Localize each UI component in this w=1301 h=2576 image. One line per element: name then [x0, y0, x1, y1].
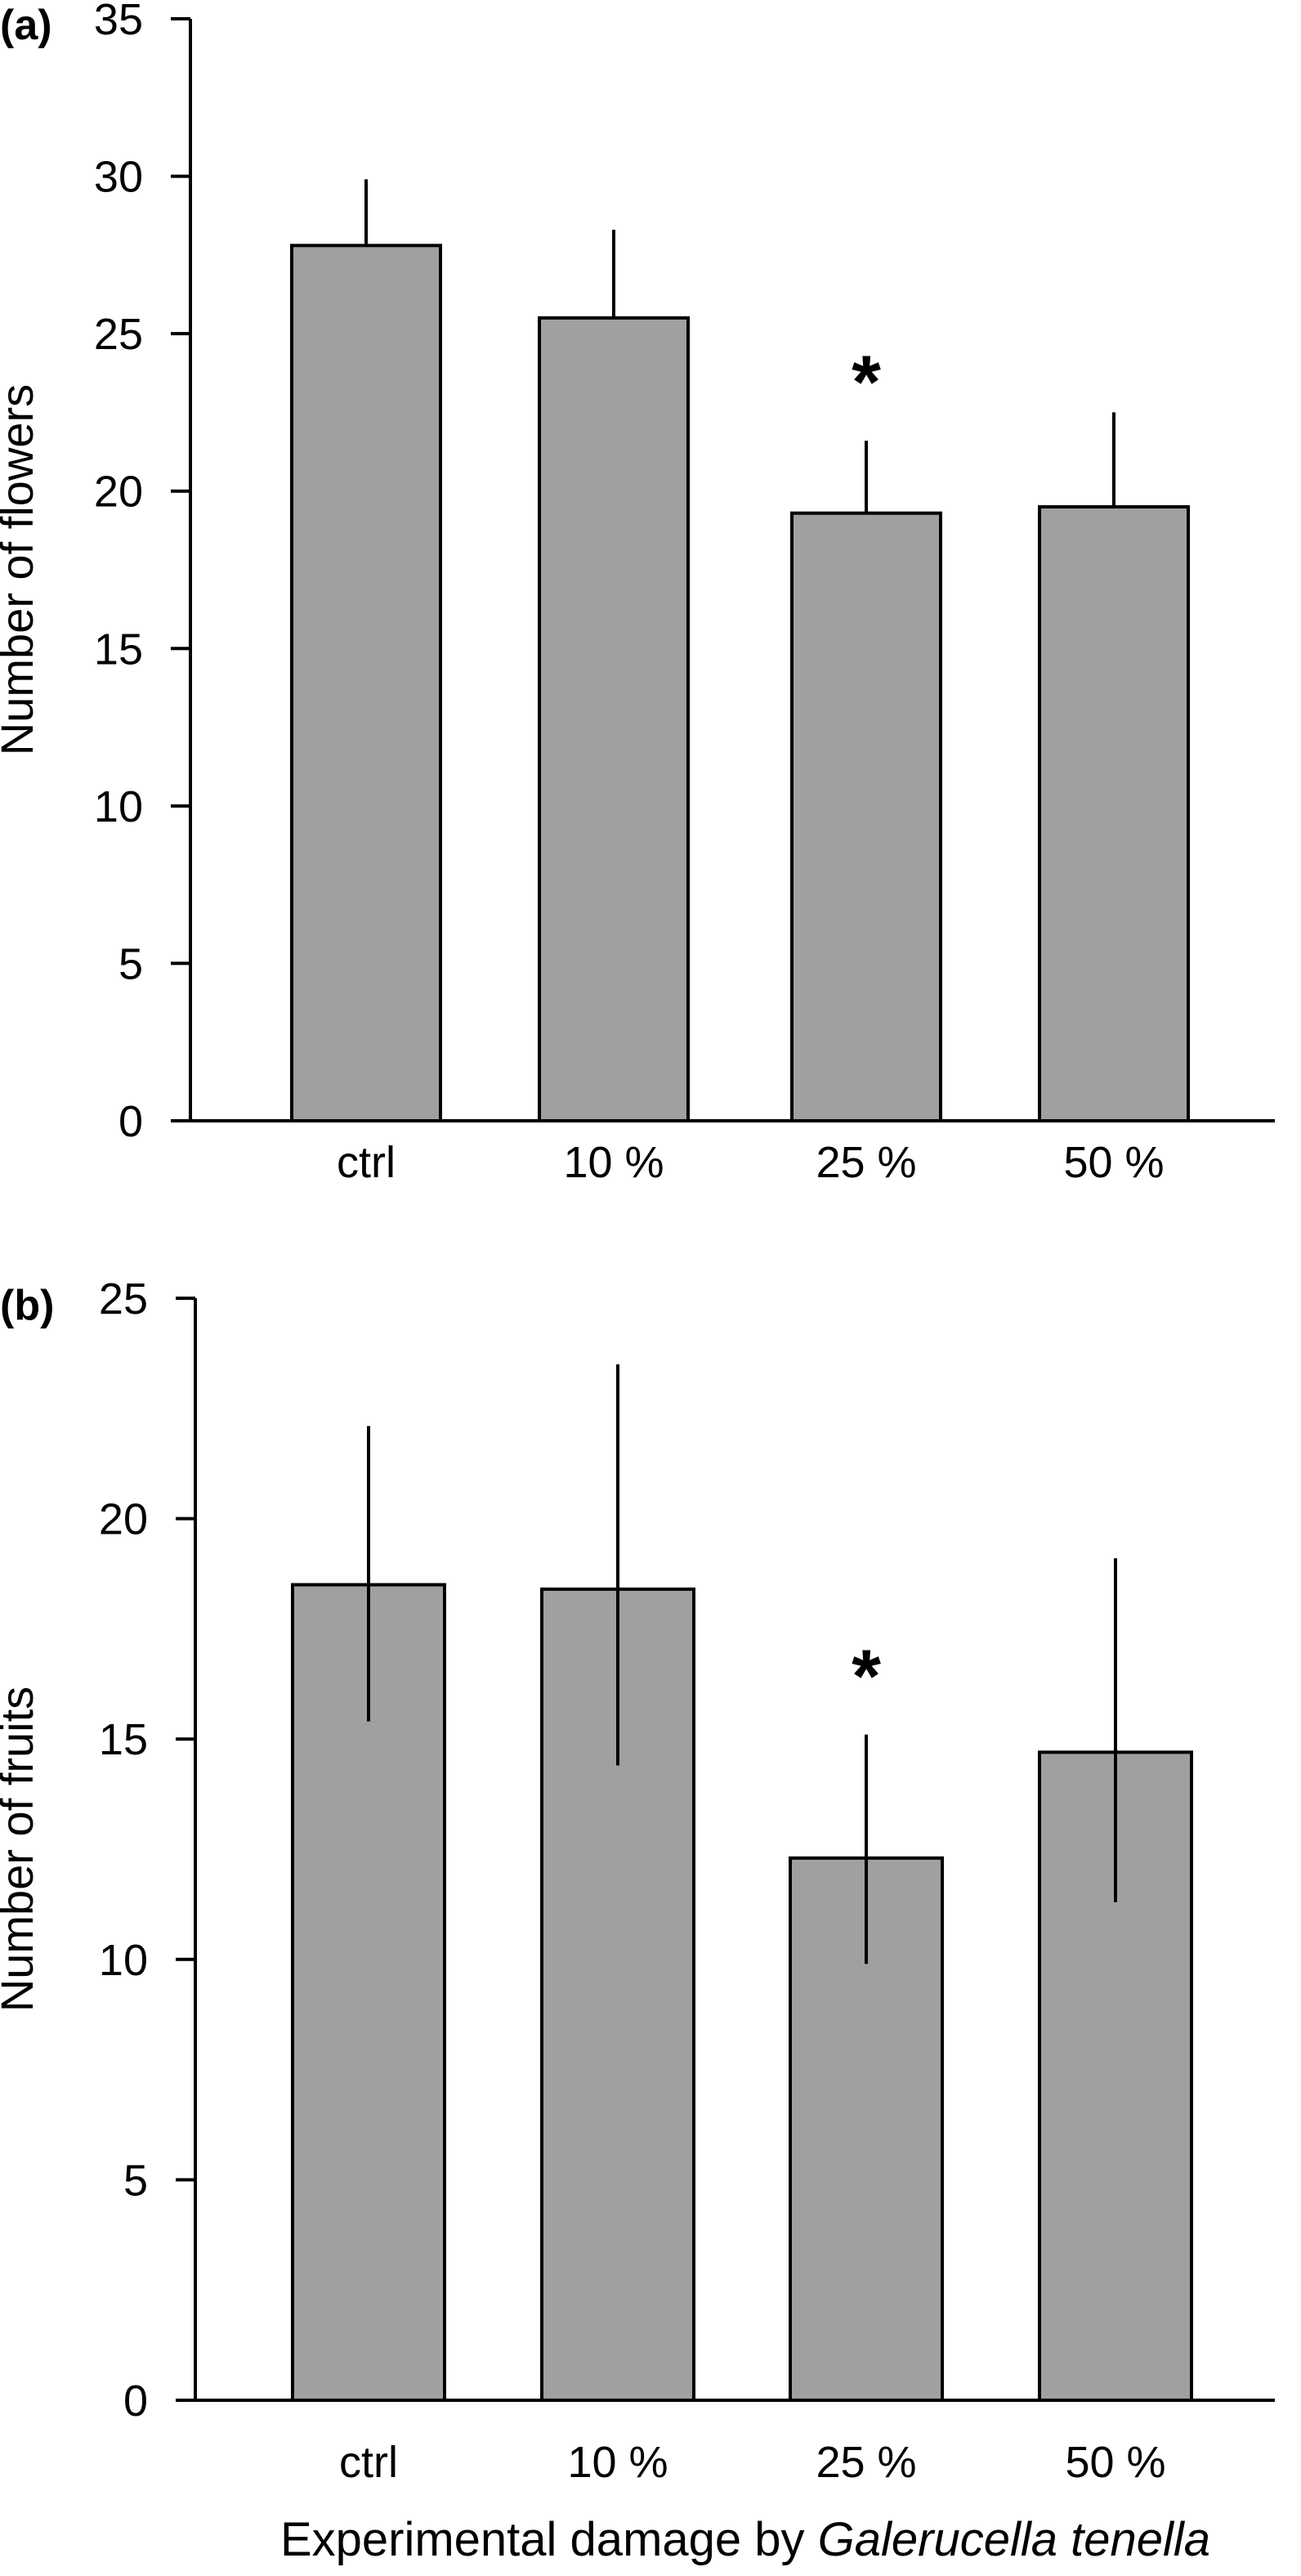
- y-tick-label: 15: [99, 1715, 148, 1764]
- y-tick-label: 25: [94, 310, 143, 359]
- y-tick-label: 35: [94, 0, 143, 44]
- y-tick-label: 0: [123, 2377, 148, 2426]
- y-tick-label: 20: [99, 1495, 148, 1544]
- panel-label: (b): [0, 1282, 54, 1329]
- y-tick-label: 25: [99, 1275, 148, 1324]
- y-tick-label: 30: [94, 153, 143, 202]
- bar-25: [790, 511, 942, 1122]
- y-tick-label: 15: [94, 625, 143, 674]
- x-tick-label: 25 %: [816, 1138, 916, 1187]
- bar-10: [538, 316, 690, 1122]
- x-tick-label: ctrl: [337, 1138, 396, 1187]
- x-tick-label: 25 %: [816, 2438, 916, 2487]
- significance-marker: *: [852, 1635, 881, 1718]
- x-tick-label: ctrl: [339, 2438, 398, 2487]
- y-tick-label: 20: [94, 468, 143, 517]
- y-tick-label: 10: [94, 782, 143, 831]
- y-axis-title: Number of fruits: [0, 1687, 42, 2012]
- x-axis-title: Experimental damage by Galerucella tenel…: [280, 2513, 1210, 2566]
- y-tick-label: 10: [99, 1936, 148, 1985]
- x-tick-label: 10 %: [567, 2438, 668, 2487]
- significance-marker: *: [852, 341, 881, 424]
- x-axis-title-species: Galerucella tenella: [818, 2513, 1210, 2566]
- y-tick-label: 5: [123, 2156, 148, 2205]
- y-axis-title: Number of flowers: [0, 384, 42, 755]
- bar-ctrl: [290, 244, 442, 1122]
- x-tick-label: 10 %: [563, 1138, 664, 1187]
- panel-label: (a): [0, 2, 52, 49]
- panel-b: (b) Number of fruits * 0 5 10 15 20 25 ctrl 10 % 25…: [0, 1275, 1275, 2487]
- x-axis-title-prefix: Experimental damage by: [280, 2513, 818, 2566]
- y-tick-label: 5: [118, 939, 143, 988]
- bar-50: [1038, 504, 1190, 1122]
- panel-a: (a) Number of flowers * 0 5 10 15 20 25 30 35 ctrl 1…: [0, 0, 1275, 1187]
- x-tick-label: 50 %: [1065, 2438, 1165, 2487]
- y-tick-label: 0: [118, 1097, 143, 1146]
- x-tick-label: 50 %: [1063, 1138, 1164, 1187]
